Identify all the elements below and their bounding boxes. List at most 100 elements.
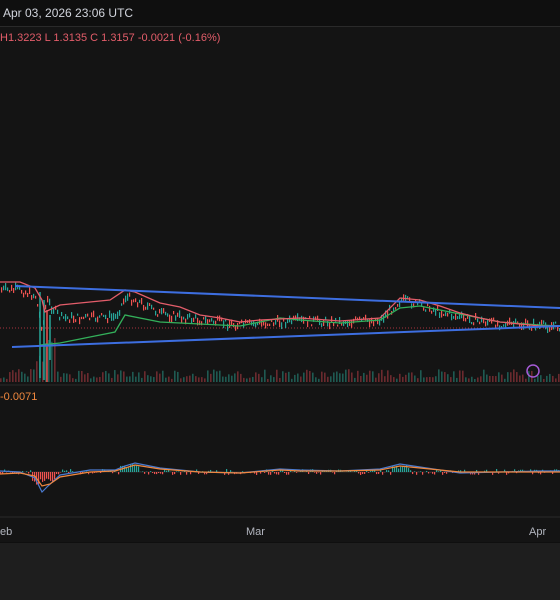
volume-bar (72, 378, 74, 382)
candle (173, 311, 175, 315)
candle (205, 315, 207, 324)
candle (33, 293, 35, 299)
macd-hist-bar (382, 472, 384, 475)
chart-area[interactable] (0, 27, 560, 542)
volume-bar (207, 370, 209, 382)
candle (535, 326, 537, 331)
volume-bar (156, 371, 158, 382)
candle (61, 311, 63, 317)
macd-hist-bar (42, 472, 44, 482)
candle (199, 320, 201, 326)
macd-hist-bar (50, 472, 52, 481)
candle (221, 317, 223, 322)
candle (327, 320, 329, 327)
candle (525, 318, 527, 325)
candle (11, 284, 13, 291)
candle (321, 323, 323, 328)
candle (223, 320, 225, 329)
macd-hist-bar (532, 472, 534, 475)
macd-line (0, 462, 560, 494)
candle (521, 322, 523, 331)
candle (547, 325, 549, 334)
macd-hist-bar (412, 472, 414, 475)
volume-bar (99, 376, 101, 382)
volume-bar (48, 339, 50, 382)
macd-hist-bar (404, 467, 406, 472)
macd-hist-bar (378, 472, 380, 474)
volume-bar (228, 374, 230, 382)
macd-hist-bar (68, 472, 70, 474)
volume-bar (282, 371, 284, 382)
volume-bar (87, 373, 89, 382)
volume-bar (273, 377, 275, 382)
volume-bar (258, 373, 260, 382)
volume-bar (102, 372, 104, 382)
volume-bar (486, 374, 488, 382)
volume-bar (414, 375, 416, 382)
candle (239, 321, 241, 325)
macd-hist-bar (204, 472, 206, 475)
candle (197, 317, 199, 326)
macd-hist-bar (268, 472, 270, 475)
macd-hist-bar (6, 472, 8, 473)
macd-hist-bar (128, 467, 130, 472)
candle (447, 312, 449, 317)
candle (317, 315, 319, 321)
macd-hist-bar (178, 471, 180, 472)
volume-bar (231, 375, 233, 382)
candle (121, 303, 123, 306)
volume-bar (180, 378, 182, 382)
candle (129, 292, 131, 297)
candle (201, 321, 203, 326)
macd-hist-bar (156, 472, 158, 475)
candle (149, 303, 151, 307)
macd-hist-bar (226, 469, 228, 472)
candle (119, 310, 121, 316)
candle (503, 324, 505, 327)
macd-hist-bar (434, 472, 436, 475)
candle (155, 310, 157, 316)
volume-bar (558, 373, 560, 382)
volume-bar (192, 373, 194, 382)
volume-bar (294, 374, 296, 382)
volume-bar (477, 377, 479, 382)
candle (89, 317, 91, 321)
candle (351, 319, 353, 328)
macd-hist-bar (376, 472, 378, 475)
volume-bar (183, 377, 185, 382)
macd-hist-bar (364, 472, 366, 474)
macd-hist-bar (40, 472, 42, 480)
candle (285, 321, 287, 329)
volume-bar (300, 376, 302, 382)
volume-bar (147, 375, 149, 382)
candle (443, 313, 445, 317)
volume-bar (393, 377, 395, 382)
macd-hist-bar (154, 472, 156, 475)
candle (211, 318, 213, 322)
macd-hist-bar (288, 472, 290, 475)
candle (79, 317, 81, 325)
candle (301, 315, 303, 323)
macd-hist-bar (230, 470, 232, 472)
ohlc-high: H1.3223 (0, 32, 42, 44)
candle (365, 314, 367, 321)
candle (19, 285, 21, 290)
volume-bar (150, 376, 152, 382)
macd-hist-bar (136, 464, 138, 472)
volume-bar (219, 370, 221, 382)
macd-hist-bar (398, 468, 400, 472)
macd-hist-bar (410, 470, 412, 472)
candle (143, 304, 145, 311)
macd-hist-bar (350, 471, 352, 472)
macd-hist-bar (38, 472, 40, 485)
macd-hist-bar (484, 470, 486, 472)
candle (267, 323, 269, 327)
candle (77, 313, 79, 316)
macd-hist-bar (174, 472, 176, 475)
macd-hist-bar (514, 469, 516, 472)
macd-hist-bar (432, 472, 434, 474)
candle (25, 290, 27, 295)
volume-bar (171, 378, 173, 382)
macd-hist-bar (396, 465, 398, 472)
